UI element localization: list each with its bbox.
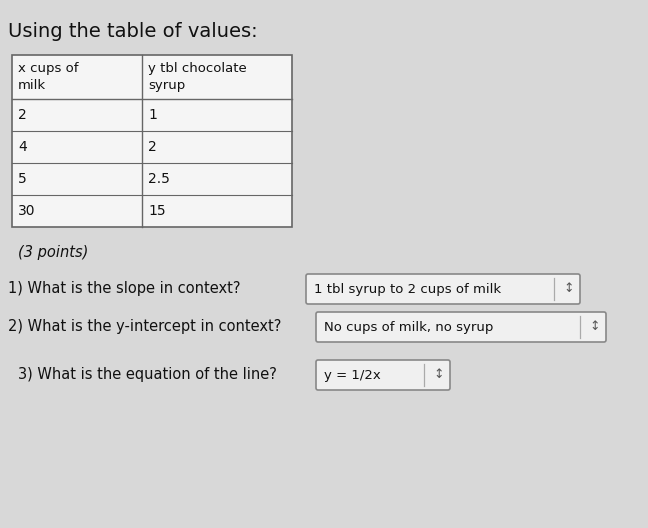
Text: 30: 30 <box>18 204 36 218</box>
Text: 2: 2 <box>18 108 27 122</box>
Text: 3) What is the equation of the line?: 3) What is the equation of the line? <box>18 367 277 382</box>
Text: ↕: ↕ <box>564 282 574 296</box>
Text: y tbl chocolate
syrup: y tbl chocolate syrup <box>148 62 247 92</box>
Text: 2.5: 2.5 <box>148 172 170 186</box>
Text: 4: 4 <box>18 140 27 154</box>
Text: 2: 2 <box>148 140 157 154</box>
Text: No cups of milk, no syrup: No cups of milk, no syrup <box>324 320 493 334</box>
FancyBboxPatch shape <box>306 274 580 304</box>
Text: y = 1/2x: y = 1/2x <box>324 369 381 382</box>
Text: 1 tbl syrup to 2 cups of milk: 1 tbl syrup to 2 cups of milk <box>314 282 501 296</box>
Text: x cups of
milk: x cups of milk <box>18 62 78 92</box>
Text: 2) What is the y-intercept in context?: 2) What is the y-intercept in context? <box>8 319 281 335</box>
Bar <box>12 55 292 227</box>
FancyBboxPatch shape <box>316 360 450 390</box>
Text: ↕: ↕ <box>590 320 600 334</box>
Text: 1: 1 <box>148 108 157 122</box>
Text: 15: 15 <box>148 204 166 218</box>
Text: Using the table of values:: Using the table of values: <box>8 22 258 41</box>
Text: 5: 5 <box>18 172 27 186</box>
Text: ↕: ↕ <box>434 369 445 382</box>
FancyBboxPatch shape <box>316 312 606 342</box>
Text: (3 points): (3 points) <box>18 245 88 260</box>
Text: 1) What is the slope in context?: 1) What is the slope in context? <box>8 281 240 297</box>
